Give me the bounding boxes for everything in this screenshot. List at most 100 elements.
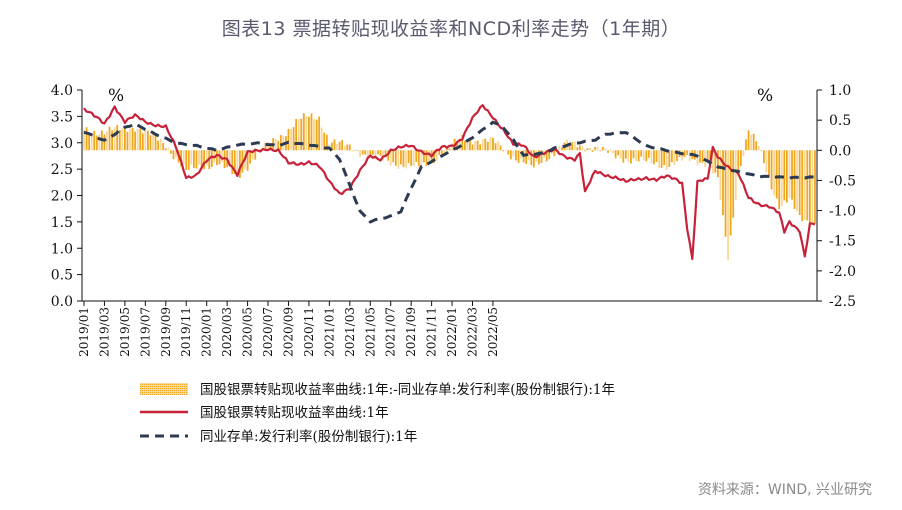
bar — [463, 140, 466, 151]
bar — [637, 150, 640, 162]
bar — [624, 150, 627, 159]
bar — [116, 125, 119, 151]
bar — [509, 150, 512, 160]
bar — [640, 150, 643, 157]
bar — [668, 150, 671, 167]
bar — [400, 150, 402, 165]
bar — [407, 150, 410, 164]
bar — [760, 150, 763, 151]
bar — [154, 135, 157, 151]
y-left-tick-label: 0.5 — [51, 268, 73, 284]
bar — [553, 150, 556, 156]
bar — [573, 141, 576, 151]
bar — [343, 145, 346, 151]
x-tick-label: 2020/05 — [241, 307, 255, 357]
bar — [216, 150, 218, 166]
x-tick-label: 2021/09 — [404, 307, 418, 357]
bar — [315, 119, 318, 151]
y-right-tick-label: 0.0 — [829, 143, 851, 159]
bar — [193, 150, 195, 169]
y-right-tick-label: 0.5 — [829, 113, 851, 129]
bar — [361, 150, 364, 155]
bar — [187, 150, 190, 170]
bar — [90, 133, 93, 151]
bar — [95, 135, 98, 151]
bar — [88, 132, 91, 151]
bar — [612, 150, 614, 154]
bar — [499, 145, 502, 151]
bar — [146, 130, 149, 151]
bar — [172, 150, 175, 160]
bar — [392, 150, 395, 163]
bar — [739, 150, 742, 167]
bar — [297, 119, 300, 151]
y-left-tick-label: 1.5 — [51, 215, 73, 231]
bar — [619, 150, 622, 159]
bar — [734, 150, 737, 200]
bar — [803, 150, 806, 220]
bar — [594, 147, 597, 151]
bar — [415, 150, 418, 163]
bar — [389, 150, 392, 166]
bar — [727, 150, 729, 261]
y-left-tick-label: 3.5 — [51, 109, 73, 125]
bar — [236, 150, 239, 176]
bar — [269, 143, 272, 151]
x-tick-label: 2021/07 — [384, 307, 398, 357]
bar — [484, 138, 487, 151]
bar — [706, 150, 709, 163]
bar — [382, 150, 384, 161]
left-axis-unit: % — [108, 86, 124, 106]
bar — [714, 150, 717, 173]
bar — [793, 150, 796, 209]
bar — [348, 144, 351, 151]
bar — [670, 150, 673, 163]
x-tick-label: 2020/07 — [261, 307, 275, 357]
bar — [474, 141, 476, 151]
bar — [425, 150, 428, 166]
x-tick-label: 2021/05 — [363, 307, 377, 357]
bar — [190, 150, 193, 165]
x-tick-label: 2021/11 — [425, 307, 439, 357]
bar — [405, 150, 407, 169]
bar — [502, 150, 505, 152]
bar — [614, 150, 617, 159]
bar — [384, 150, 387, 158]
bar — [535, 150, 538, 162]
bar — [121, 127, 124, 151]
bar — [558, 145, 561, 151]
bar — [134, 131, 137, 151]
bar — [548, 150, 551, 160]
bar — [458, 137, 461, 151]
bar — [622, 150, 625, 163]
bar — [604, 148, 607, 151]
bar — [645, 150, 648, 162]
bar — [198, 150, 200, 165]
bar — [290, 128, 292, 151]
bar — [770, 150, 773, 190]
bar — [410, 150, 413, 166]
y-left-tick-label: 3.0 — [51, 136, 73, 152]
bar — [331, 142, 333, 151]
legend-label-line: 国股银票转贴现收益率曲线:1年 — [200, 404, 389, 421]
bar — [512, 150, 515, 157]
bar — [785, 150, 788, 203]
bar — [448, 148, 451, 151]
bar — [333, 139, 336, 151]
bar — [428, 150, 430, 165]
bar — [765, 150, 768, 173]
bar — [479, 144, 482, 151]
bar — [440, 150, 443, 158]
y-right-ticks: 1.0 0.5 0.0 -0.5 -1.0 -1.5 -2.0 -2.5 — [817, 83, 856, 310]
bar — [660, 150, 663, 168]
bar — [699, 150, 701, 163]
y-right-tick-label: -2.5 — [829, 294, 856, 310]
bar — [732, 150, 735, 218]
bar — [397, 150, 400, 169]
x-tick-label: 2019/03 — [97, 307, 111, 357]
x-tick-label: 2020/11 — [302, 307, 316, 357]
bar — [356, 150, 359, 152]
right-axis-unit: % — [757, 86, 773, 106]
bar — [466, 139, 469, 151]
bar — [228, 150, 231, 167]
